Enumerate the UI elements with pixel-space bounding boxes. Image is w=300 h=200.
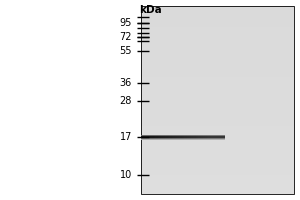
Bar [141,116,294,119]
Bar [141,168,294,170]
Bar [141,11,294,13]
Text: 95: 95 [120,18,132,28]
Bar [141,6,294,8]
Bar [141,109,294,112]
Bar [141,192,294,194]
Bar [141,18,294,20]
Bar [141,182,294,185]
Bar [141,13,294,15]
Bar [141,100,294,102]
Text: 36: 36 [120,78,132,88]
Bar [141,112,294,114]
Bar [141,123,294,126]
Bar [141,44,294,46]
Bar [141,133,294,135]
Bar [141,69,294,72]
Bar [141,178,294,180]
Bar [141,55,294,58]
Bar [141,180,294,182]
Bar [141,86,294,88]
Bar [141,62,294,65]
Bar [141,114,294,116]
Bar [141,119,294,121]
Text: kDa: kDa [139,5,161,15]
Bar [141,72,294,74]
Bar [141,65,294,67]
Bar [141,20,294,22]
Bar [141,74,294,77]
Bar [141,147,294,149]
Bar [141,149,294,152]
Bar [141,187,294,189]
Bar [141,105,294,107]
Bar [141,156,294,159]
Bar [141,34,294,37]
Bar [141,126,294,128]
Bar [141,98,294,100]
Bar [141,88,294,91]
Bar [141,107,294,109]
Bar [141,163,294,166]
Bar [141,128,294,131]
Bar [141,159,294,161]
Bar [141,6,294,194]
Bar [141,29,294,32]
Text: 55: 55 [119,46,132,56]
Bar [141,60,294,62]
Bar [141,27,294,29]
Bar [141,154,294,156]
Bar [141,81,294,84]
Bar [141,135,294,138]
Bar [141,166,294,168]
Text: 28: 28 [120,96,132,106]
Bar [141,48,294,51]
Bar [141,25,294,27]
Bar [141,185,294,187]
Bar [141,170,294,173]
Text: 10: 10 [120,170,132,180]
Text: 17: 17 [120,132,132,142]
Bar [141,58,294,60]
Bar [141,102,294,105]
Bar [141,152,294,154]
Bar [141,145,294,147]
Bar [141,161,294,163]
Text: 72: 72 [119,32,132,42]
Bar [141,51,294,53]
Bar [141,142,294,145]
Bar [141,22,294,25]
Bar [141,121,294,124]
Bar [141,39,294,41]
Bar [141,32,294,34]
Bar [141,138,294,140]
Bar [141,84,294,86]
Bar [141,140,294,142]
Bar [141,41,294,44]
Bar [141,95,294,98]
Bar [141,91,294,93]
Bar [141,37,294,39]
Bar [141,79,294,81]
Bar [141,173,294,175]
Bar [141,67,294,69]
Bar [141,46,294,48]
Bar [141,15,294,18]
Bar [141,93,294,95]
Bar [141,76,294,79]
Bar [141,131,294,133]
Bar [141,53,294,55]
Bar [141,175,294,178]
Bar [141,189,294,192]
Bar [141,8,294,11]
